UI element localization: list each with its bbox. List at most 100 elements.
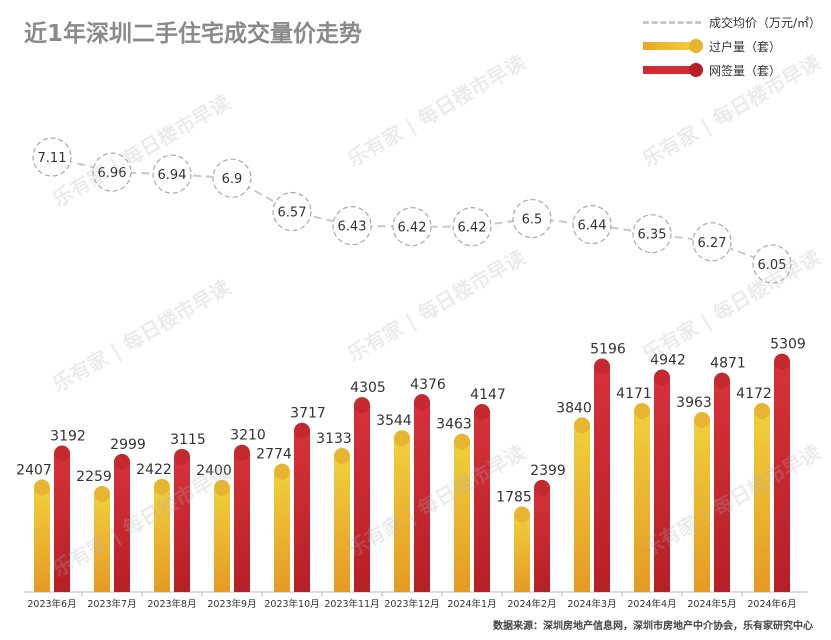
x-tick-label: 2024年4月 (627, 598, 676, 610)
data-label-signed: 3210 (230, 428, 266, 444)
legend-item-transfer: 过户量（套） (641, 34, 821, 58)
x-tick-label: 2024年3月 (567, 598, 616, 610)
price-label: 6.42 (398, 221, 427, 236)
bar-cap-transfer (94, 485, 110, 502)
x-tick-label: 2024年6月 (747, 598, 796, 610)
x-tick-label: 2023年12月 (384, 598, 439, 610)
price-point (392, 207, 432, 247)
bar-cap-transfer (574, 417, 590, 434)
x-tick-label: 2023年10月 (264, 598, 319, 610)
data-label-transfer: 2422 (136, 462, 172, 478)
legend-label-price: 成交均价（万元/㎡） (708, 15, 821, 30)
legend-label-transfer: 过户量（套） (708, 39, 781, 54)
data-label-transfer: 2407 (16, 463, 52, 479)
bar-signed (294, 430, 310, 592)
data-label-signed: 4305 (350, 380, 386, 396)
data-label-signed: 4942 (650, 353, 686, 369)
price-point (32, 137, 72, 177)
data-label-transfer: 3544 (376, 413, 412, 429)
price-label: 6.35 (638, 228, 667, 243)
price-label: 6.5 (522, 213, 543, 228)
bar-cap-signed (234, 444, 250, 461)
bar-cap-signed (174, 448, 190, 465)
bar-signed (534, 487, 550, 592)
data-label-signed: 5309 (770, 337, 806, 353)
data-label-transfer: 4172 (736, 386, 772, 402)
data-label-signed: 3192 (50, 428, 86, 444)
bar-signed (354, 405, 370, 592)
legend-item-price: 成交均价（万元/㎡） (641, 10, 821, 34)
data-label-signed: 3115 (170, 432, 206, 448)
bar-cap-transfer (334, 448, 350, 465)
bar-cap-transfer (514, 506, 530, 523)
bar-cap-transfer (394, 430, 410, 447)
bar-signed (234, 452, 250, 592)
price-point (752, 244, 792, 284)
data-label-transfer: 1785 (496, 490, 532, 506)
bar-cap-transfer (754, 402, 770, 419)
price-label: 6.42 (458, 221, 487, 236)
bar-transfer (394, 438, 410, 592)
bar-cap-signed (474, 404, 490, 421)
bar-cap-signed (54, 445, 70, 462)
bar-cap-transfer (694, 412, 710, 429)
price-point (452, 207, 492, 247)
data-label-signed: 4871 (710, 356, 746, 372)
legend-item-signed: 网签量（套） (641, 58, 821, 82)
bar-signed (594, 366, 610, 592)
bar-cap-signed (774, 353, 790, 370)
bar-signed (774, 361, 790, 592)
data-label-transfer: 4171 (616, 386, 652, 402)
price-label: 6.57 (278, 206, 307, 221)
price-label: 6.9 (222, 172, 243, 187)
price-point (572, 205, 612, 245)
bar-cap-transfer (154, 478, 170, 495)
bar-cap-transfer (274, 463, 290, 480)
bar-cap-signed (354, 397, 370, 414)
price-point (272, 191, 312, 232)
price-label: 6.05 (758, 258, 787, 273)
bar-signed (174, 456, 190, 592)
bar-transfer (574, 425, 590, 592)
data-label-transfer: 3463 (436, 417, 472, 433)
price-label: 6.27 (698, 236, 727, 251)
price-point (152, 154, 192, 194)
bar-transfer (94, 493, 110, 592)
bar-signed (414, 402, 430, 592)
legend: 成交均价（万元/㎡） 过户量（套） 网签量（套） (641, 10, 821, 82)
data-label-transfer: 3963 (676, 395, 712, 411)
bar-transfer (214, 487, 230, 592)
price-label: 6.96 (98, 166, 127, 181)
x-tick-label: 2023年6月 (27, 598, 76, 610)
data-label-transfer: 3840 (556, 400, 592, 416)
x-tick-label: 2023年11月 (324, 598, 379, 610)
price-point (92, 152, 132, 192)
bar-transfer (334, 456, 350, 592)
legend-swatch-transfer (641, 39, 703, 53)
x-tick-label: 2024年1月 (447, 598, 496, 610)
price-point (332, 206, 372, 246)
data-label-signed: 5196 (590, 342, 626, 358)
data-label-signed: 4376 (410, 377, 446, 393)
bar-cap-signed (654, 369, 670, 386)
bar-cap-signed (414, 394, 430, 411)
bar-transfer (34, 487, 50, 592)
bar-signed (474, 412, 490, 592)
price-point (692, 222, 732, 262)
bar-cap-signed (594, 358, 610, 375)
legend-swatch-signed (641, 63, 703, 77)
price-label: 6.44 (578, 219, 607, 234)
data-label-signed: 4147 (470, 387, 506, 403)
x-tick-label: 2024年5月 (687, 598, 736, 610)
x-tick-label: 2023年7月 (87, 598, 136, 610)
data-label-signed: 3717 (290, 406, 326, 422)
bar-transfer (754, 410, 770, 592)
bar-transfer (454, 441, 470, 592)
bar-cap-transfer (214, 479, 230, 496)
price-point (632, 214, 672, 254)
bar-signed (654, 377, 670, 592)
price-label: 6.94 (158, 168, 187, 183)
bar-transfer (634, 410, 650, 592)
price-point (512, 198, 552, 239)
